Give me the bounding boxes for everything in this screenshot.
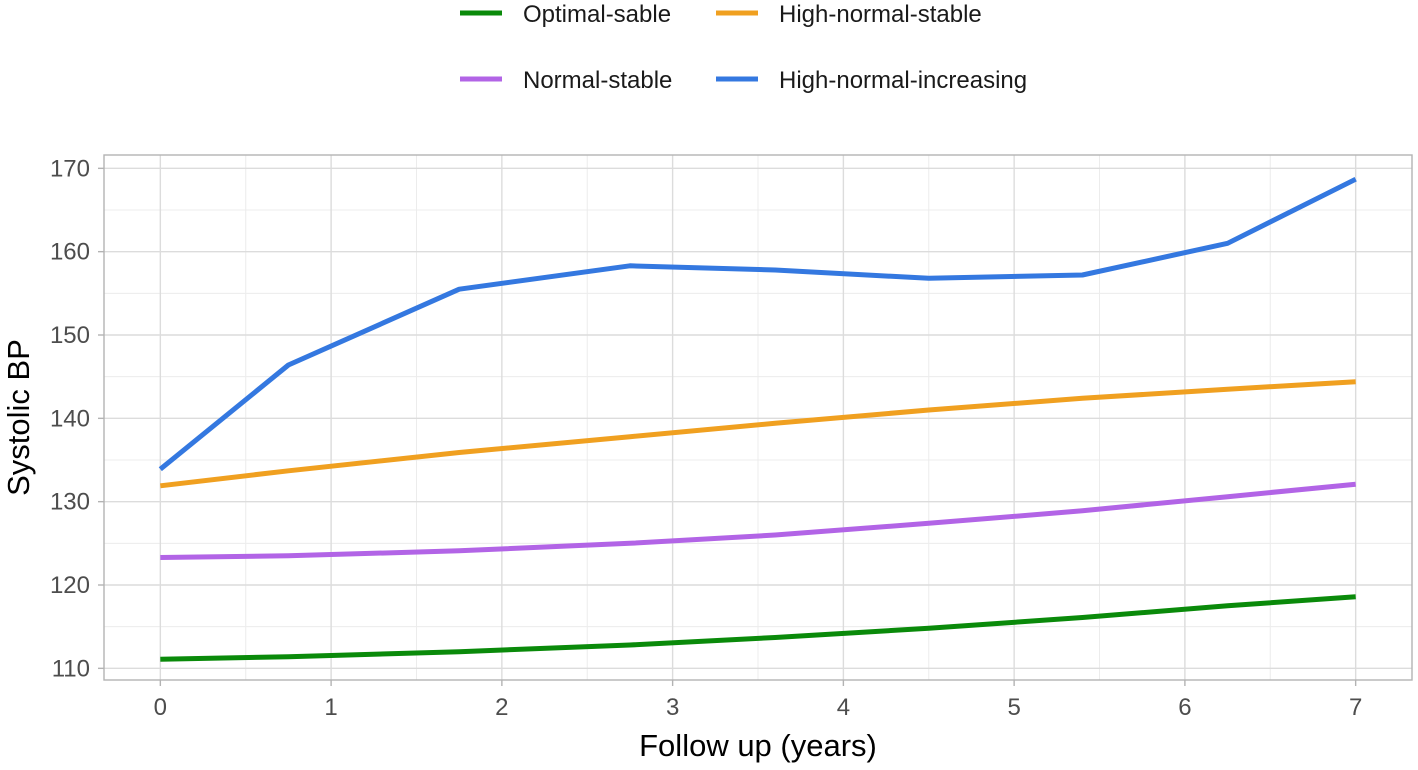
x-tick-label: 7 — [1349, 694, 1362, 721]
x-tick-label: 5 — [1007, 694, 1020, 721]
x-tick-label: 4 — [837, 694, 850, 721]
x-axis-title: Follow up (years) — [639, 728, 877, 763]
legend-label-high-normal-increasing: High-normal-increasing — [779, 67, 1027, 94]
legend-label-optimal-sable: Optimal-sable — [523, 1, 671, 28]
plot-panel-border — [103, 154, 1413, 681]
x-tick-label: 0 — [154, 694, 167, 721]
legend: Optimal-sable High-normal-stable Normal-st… — [460, 1, 1027, 94]
y-axis-title: Systolic BP — [1, 339, 36, 496]
axis-ticks: 0 1 2 3 4 5 6 7 110 120 130 140 150 160 170 — [50, 155, 1362, 721]
y-tick-label: 130 — [50, 489, 90, 516]
y-tick-label: 150 — [50, 322, 90, 349]
y-tick-label: 160 — [50, 239, 90, 266]
legend-label-normal-stable: Normal-stable — [523, 67, 672, 94]
x-tick-label: 3 — [666, 694, 679, 721]
series-line-high-normal-increasing — [158, 176, 1357, 472]
x-tick-label: 2 — [495, 694, 508, 721]
series-line-optimal-sable — [160, 594, 1356, 662]
y-tick-label: 110 — [52, 655, 90, 682]
x-tick-label: 6 — [1178, 694, 1191, 721]
x-tick-label: 1 — [324, 694, 337, 721]
y-tick-label: 140 — [50, 405, 90, 432]
series-line-normal-stable — [160, 481, 1356, 560]
grid — [104, 155, 1412, 680]
y-tick-label: 120 — [50, 572, 90, 599]
series-lines — [158, 176, 1357, 662]
y-tick-label: 170 — [50, 155, 90, 182]
legend-label-high-normal-stable: High-normal-stable — [779, 1, 982, 28]
series-line-high-normal-stable — [160, 379, 1356, 489]
